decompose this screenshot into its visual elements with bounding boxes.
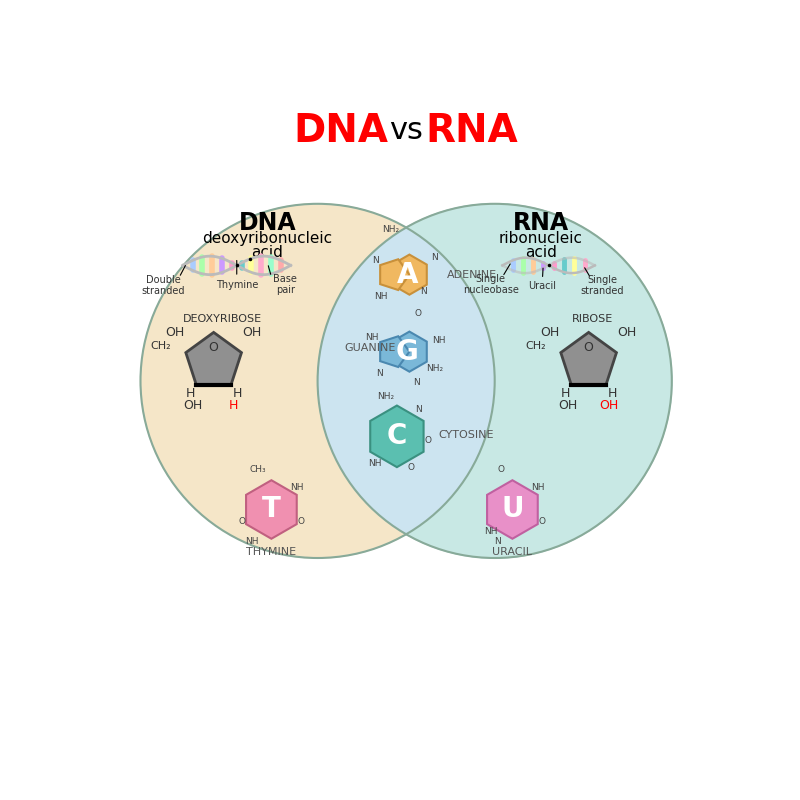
Text: acid: acid bbox=[252, 245, 283, 260]
Text: DNA: DNA bbox=[294, 112, 388, 150]
Text: DEOXYRIBOSE: DEOXYRIBOSE bbox=[183, 314, 262, 324]
Text: T: T bbox=[262, 495, 281, 523]
Text: vs: vs bbox=[390, 116, 423, 145]
Polygon shape bbox=[561, 332, 617, 386]
Text: NH: NH bbox=[484, 526, 498, 535]
Text: Single
stranded: Single stranded bbox=[581, 274, 624, 296]
Text: CH₃: CH₃ bbox=[250, 465, 266, 474]
Text: N: N bbox=[372, 256, 378, 266]
Text: OH: OH bbox=[242, 326, 262, 339]
Text: OH: OH bbox=[558, 399, 578, 412]
Circle shape bbox=[141, 204, 494, 558]
Polygon shape bbox=[370, 406, 423, 467]
Text: N: N bbox=[421, 287, 427, 296]
Text: NH₂: NH₂ bbox=[426, 364, 443, 373]
Text: Double
stranded: Double stranded bbox=[142, 274, 186, 296]
Polygon shape bbox=[392, 331, 426, 372]
Text: ribonucleic: ribonucleic bbox=[499, 231, 583, 246]
Text: O: O bbox=[414, 309, 421, 318]
Text: A: A bbox=[397, 261, 418, 289]
Text: RNA: RNA bbox=[513, 211, 569, 235]
Text: O: O bbox=[584, 342, 594, 354]
Polygon shape bbox=[406, 204, 672, 558]
Text: N: N bbox=[494, 538, 500, 546]
Text: C: C bbox=[386, 422, 407, 450]
Text: OH: OH bbox=[618, 326, 637, 339]
Text: O: O bbox=[407, 462, 414, 472]
Text: Uracil: Uracil bbox=[529, 281, 557, 291]
Circle shape bbox=[318, 204, 672, 558]
Text: CYTOSINE: CYTOSINE bbox=[438, 430, 494, 440]
Polygon shape bbox=[487, 480, 538, 538]
Text: N: N bbox=[415, 405, 422, 414]
Text: DNA: DNA bbox=[238, 211, 296, 235]
Text: NH: NH bbox=[369, 458, 382, 468]
Text: O: O bbox=[297, 517, 304, 526]
Text: CH₂: CH₂ bbox=[150, 342, 171, 351]
Text: RNA: RNA bbox=[426, 112, 518, 150]
Text: N: N bbox=[413, 378, 419, 387]
Text: NH: NH bbox=[374, 292, 387, 301]
Text: THYMINE: THYMINE bbox=[246, 547, 297, 557]
Text: NH₂: NH₂ bbox=[377, 392, 394, 401]
Text: O: O bbox=[498, 465, 504, 474]
Text: OH: OH bbox=[599, 399, 618, 412]
Text: H: H bbox=[232, 386, 242, 399]
Text: NH: NH bbox=[365, 334, 378, 342]
Text: ADENINE: ADENINE bbox=[447, 270, 497, 280]
Text: Thymine: Thymine bbox=[215, 280, 258, 290]
Text: OH: OH bbox=[184, 399, 203, 412]
Text: OH: OH bbox=[166, 326, 185, 339]
Text: NH₂: NH₂ bbox=[382, 226, 399, 234]
Text: deoxyribonucleic: deoxyribonucleic bbox=[202, 231, 333, 246]
Text: G: G bbox=[396, 338, 418, 366]
Text: CH₂: CH₂ bbox=[526, 342, 546, 351]
Text: H: H bbox=[607, 386, 617, 399]
Text: H: H bbox=[230, 399, 238, 412]
Text: acid: acid bbox=[525, 245, 557, 260]
Text: O: O bbox=[424, 436, 431, 445]
Text: O: O bbox=[538, 517, 545, 526]
Polygon shape bbox=[380, 259, 410, 290]
Text: RIBOSE: RIBOSE bbox=[572, 314, 613, 324]
Text: O: O bbox=[209, 342, 218, 354]
Text: U: U bbox=[501, 495, 524, 523]
Polygon shape bbox=[246, 480, 297, 538]
Text: NH: NH bbox=[531, 483, 545, 493]
Text: N: N bbox=[431, 253, 438, 262]
Text: H: H bbox=[561, 386, 570, 399]
Text: N: N bbox=[376, 369, 382, 378]
Text: Base
pair: Base pair bbox=[274, 274, 297, 295]
Text: Single
nucleobase: Single nucleobase bbox=[463, 274, 518, 295]
Text: URACIL: URACIL bbox=[493, 547, 533, 557]
Polygon shape bbox=[392, 254, 426, 294]
Polygon shape bbox=[186, 332, 242, 386]
Text: OH: OH bbox=[541, 326, 560, 339]
Text: NH: NH bbox=[290, 483, 303, 493]
Text: GUANINE: GUANINE bbox=[345, 342, 396, 353]
Text: H: H bbox=[186, 386, 195, 399]
Polygon shape bbox=[380, 336, 410, 367]
Text: O: O bbox=[238, 517, 246, 526]
Text: NH: NH bbox=[246, 538, 259, 546]
Text: NH: NH bbox=[433, 335, 446, 345]
